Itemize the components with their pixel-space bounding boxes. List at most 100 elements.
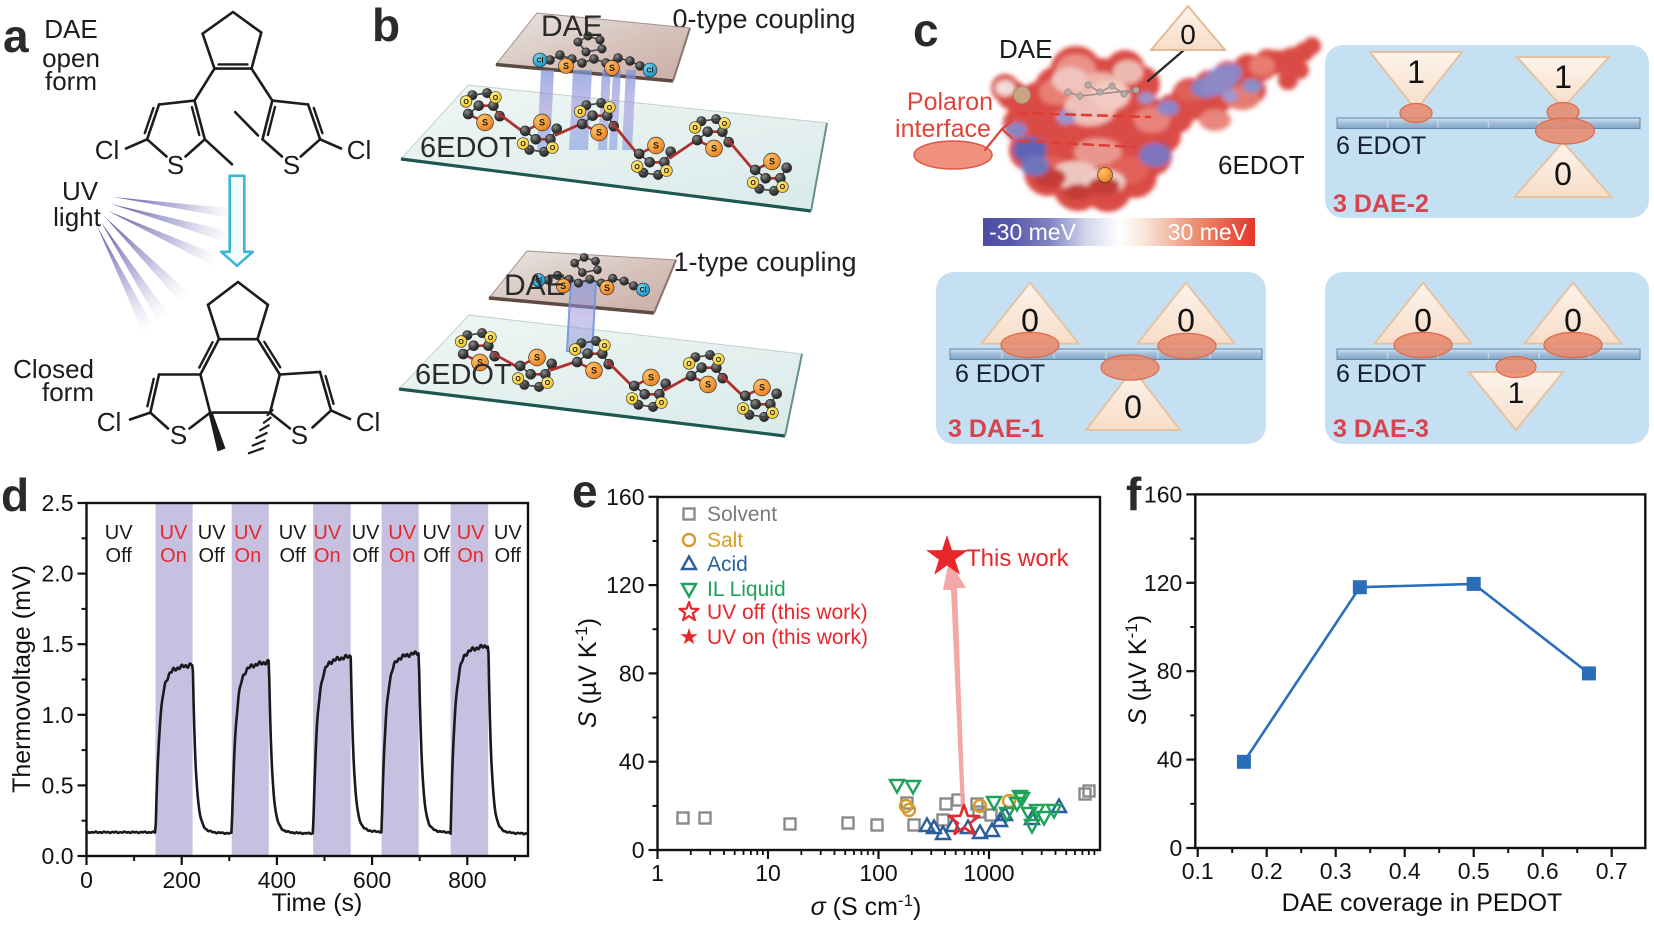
svg-text:S: S (170, 420, 187, 450)
svg-text:Thermovoltage (mV): Thermovoltage (mV) (8, 565, 36, 793)
svg-text:UV: UV (160, 522, 188, 544)
svg-text:IL Liquid: IL Liquid (707, 578, 786, 601)
svg-text:O: O (780, 184, 786, 191)
svg-text:O: O (634, 164, 640, 171)
svg-text:b: b (372, 0, 400, 51)
svg-text:Cl: Cl (347, 135, 372, 165)
svg-text:e: e (572, 465, 598, 517)
svg-text:d: d (1, 469, 29, 521)
svg-text:Off: Off (352, 545, 379, 567)
svg-text:6EDOT: 6EDOT (420, 132, 517, 164)
svg-text:O: O (458, 339, 464, 346)
svg-text:UV: UV (494, 522, 522, 544)
svg-text:S: S (653, 141, 659, 151)
svg-text:160: 160 (606, 484, 644, 510)
svg-text:1000: 1000 (963, 860, 1014, 886)
svg-text:On: On (160, 545, 187, 567)
svg-text:On: On (457, 545, 484, 567)
svg-text:0.1: 0.1 (1182, 858, 1214, 884)
svg-text:UV: UV (62, 176, 99, 206)
svg-text:6EDOT: 6EDOT (1218, 150, 1305, 180)
svg-text:Closed: Closed (13, 354, 94, 384)
svg-text:10: 10 (755, 860, 781, 886)
svg-text:1-type coupling: 1-type coupling (673, 247, 856, 277)
svg-text:S: S (591, 366, 597, 376)
svg-text:0: 0 (1554, 156, 1572, 192)
svg-text:0: 0 (1564, 303, 1582, 339)
svg-text:Cl: Cl (537, 58, 544, 65)
svg-text:S: S (167, 150, 184, 180)
svg-text:DAE: DAE (44, 14, 97, 44)
svg-text:O: O (463, 99, 469, 106)
svg-text:80: 80 (1157, 658, 1183, 684)
svg-text:6 EDOT: 6 EDOT (1336, 360, 1426, 388)
svg-text:0.2: 0.2 (1251, 858, 1283, 884)
svg-text:S: S (534, 353, 540, 363)
svg-text:O: O (550, 145, 556, 152)
svg-text:Cl: Cl (535, 278, 542, 285)
svg-text:S: S (477, 358, 483, 368)
svg-text:0: 0 (632, 837, 645, 863)
svg-text:UV: UV (423, 522, 451, 544)
svg-text:O: O (664, 168, 670, 175)
svg-text:600: 600 (353, 867, 391, 893)
svg-text:On: On (389, 545, 416, 567)
svg-text:On: On (235, 545, 262, 567)
svg-text:O: O (686, 361, 692, 368)
svg-text:Off: Off (279, 545, 306, 567)
svg-text:Cl: Cl (647, 68, 654, 75)
svg-text:S: S (596, 128, 602, 138)
svg-text:S: S (648, 373, 654, 383)
svg-text:Acid: Acid (707, 553, 748, 576)
svg-text:160: 160 (1144, 481, 1182, 507)
svg-text:S: S (609, 63, 615, 73)
svg-text:-30 meV: -30 meV (989, 219, 1077, 245)
svg-text:c: c (913, 4, 939, 56)
svg-text:form: form (45, 66, 97, 96)
svg-text:S: S (711, 144, 717, 154)
svg-text:400: 400 (258, 867, 296, 893)
svg-text:0: 0 (1021, 303, 1039, 339)
svg-text:S: S (769, 157, 775, 167)
svg-text:S: S (283, 150, 300, 180)
svg-text:6EDOT: 6EDOT (415, 359, 512, 391)
svg-text:form: form (42, 377, 94, 407)
svg-text:6 EDOT: 6 EDOT (955, 360, 1045, 388)
svg-text:O: O (607, 105, 613, 112)
svg-text:S: S (705, 380, 711, 390)
svg-text:light: light (53, 202, 101, 232)
svg-text:30 meV: 30 meV (1168, 219, 1248, 245)
svg-text:O: O (493, 95, 499, 102)
svg-text:800: 800 (448, 867, 486, 893)
svg-text:UV: UV (457, 522, 485, 544)
svg-text:100: 100 (859, 860, 897, 886)
svg-text:S: S (482, 118, 488, 128)
svg-text:0.0: 0.0 (42, 843, 74, 869)
svg-text:6 EDOT: 6 EDOT (1336, 132, 1426, 160)
svg-text:200: 200 (163, 867, 201, 893)
svg-text:O: O (740, 406, 746, 413)
svg-text:1: 1 (651, 860, 664, 886)
svg-text:0.4: 0.4 (1389, 858, 1421, 884)
svg-text:a: a (3, 10, 29, 62)
svg-text:S (µV K-1): S (µV K-1) (572, 618, 602, 728)
svg-text:σ (S cm-1): σ (S cm-1) (811, 891, 922, 921)
svg-text:open: open (42, 43, 100, 73)
svg-text:DAE: DAE (504, 269, 566, 302)
svg-text:O: O (520, 141, 526, 148)
svg-text:0.6: 0.6 (1527, 858, 1559, 884)
svg-text:0.5: 0.5 (42, 772, 74, 798)
svg-text:120: 120 (606, 572, 644, 598)
svg-text:O: O (602, 343, 608, 350)
svg-text:This work: This work (966, 545, 1070, 572)
svg-text:Salt: Salt (707, 529, 743, 552)
svg-text:DAE: DAE (541, 10, 603, 43)
svg-text:0: 0 (80, 867, 93, 893)
svg-text:UV: UV (234, 522, 262, 544)
svg-text:0: 0 (1414, 303, 1432, 339)
svg-text:O: O (488, 335, 494, 342)
svg-text:1: 1 (1508, 377, 1525, 410)
svg-text:O: O (577, 109, 583, 116)
svg-text:Off: Off (199, 545, 226, 567)
svg-text:3 DAE-3: 3 DAE-3 (1333, 415, 1429, 443)
